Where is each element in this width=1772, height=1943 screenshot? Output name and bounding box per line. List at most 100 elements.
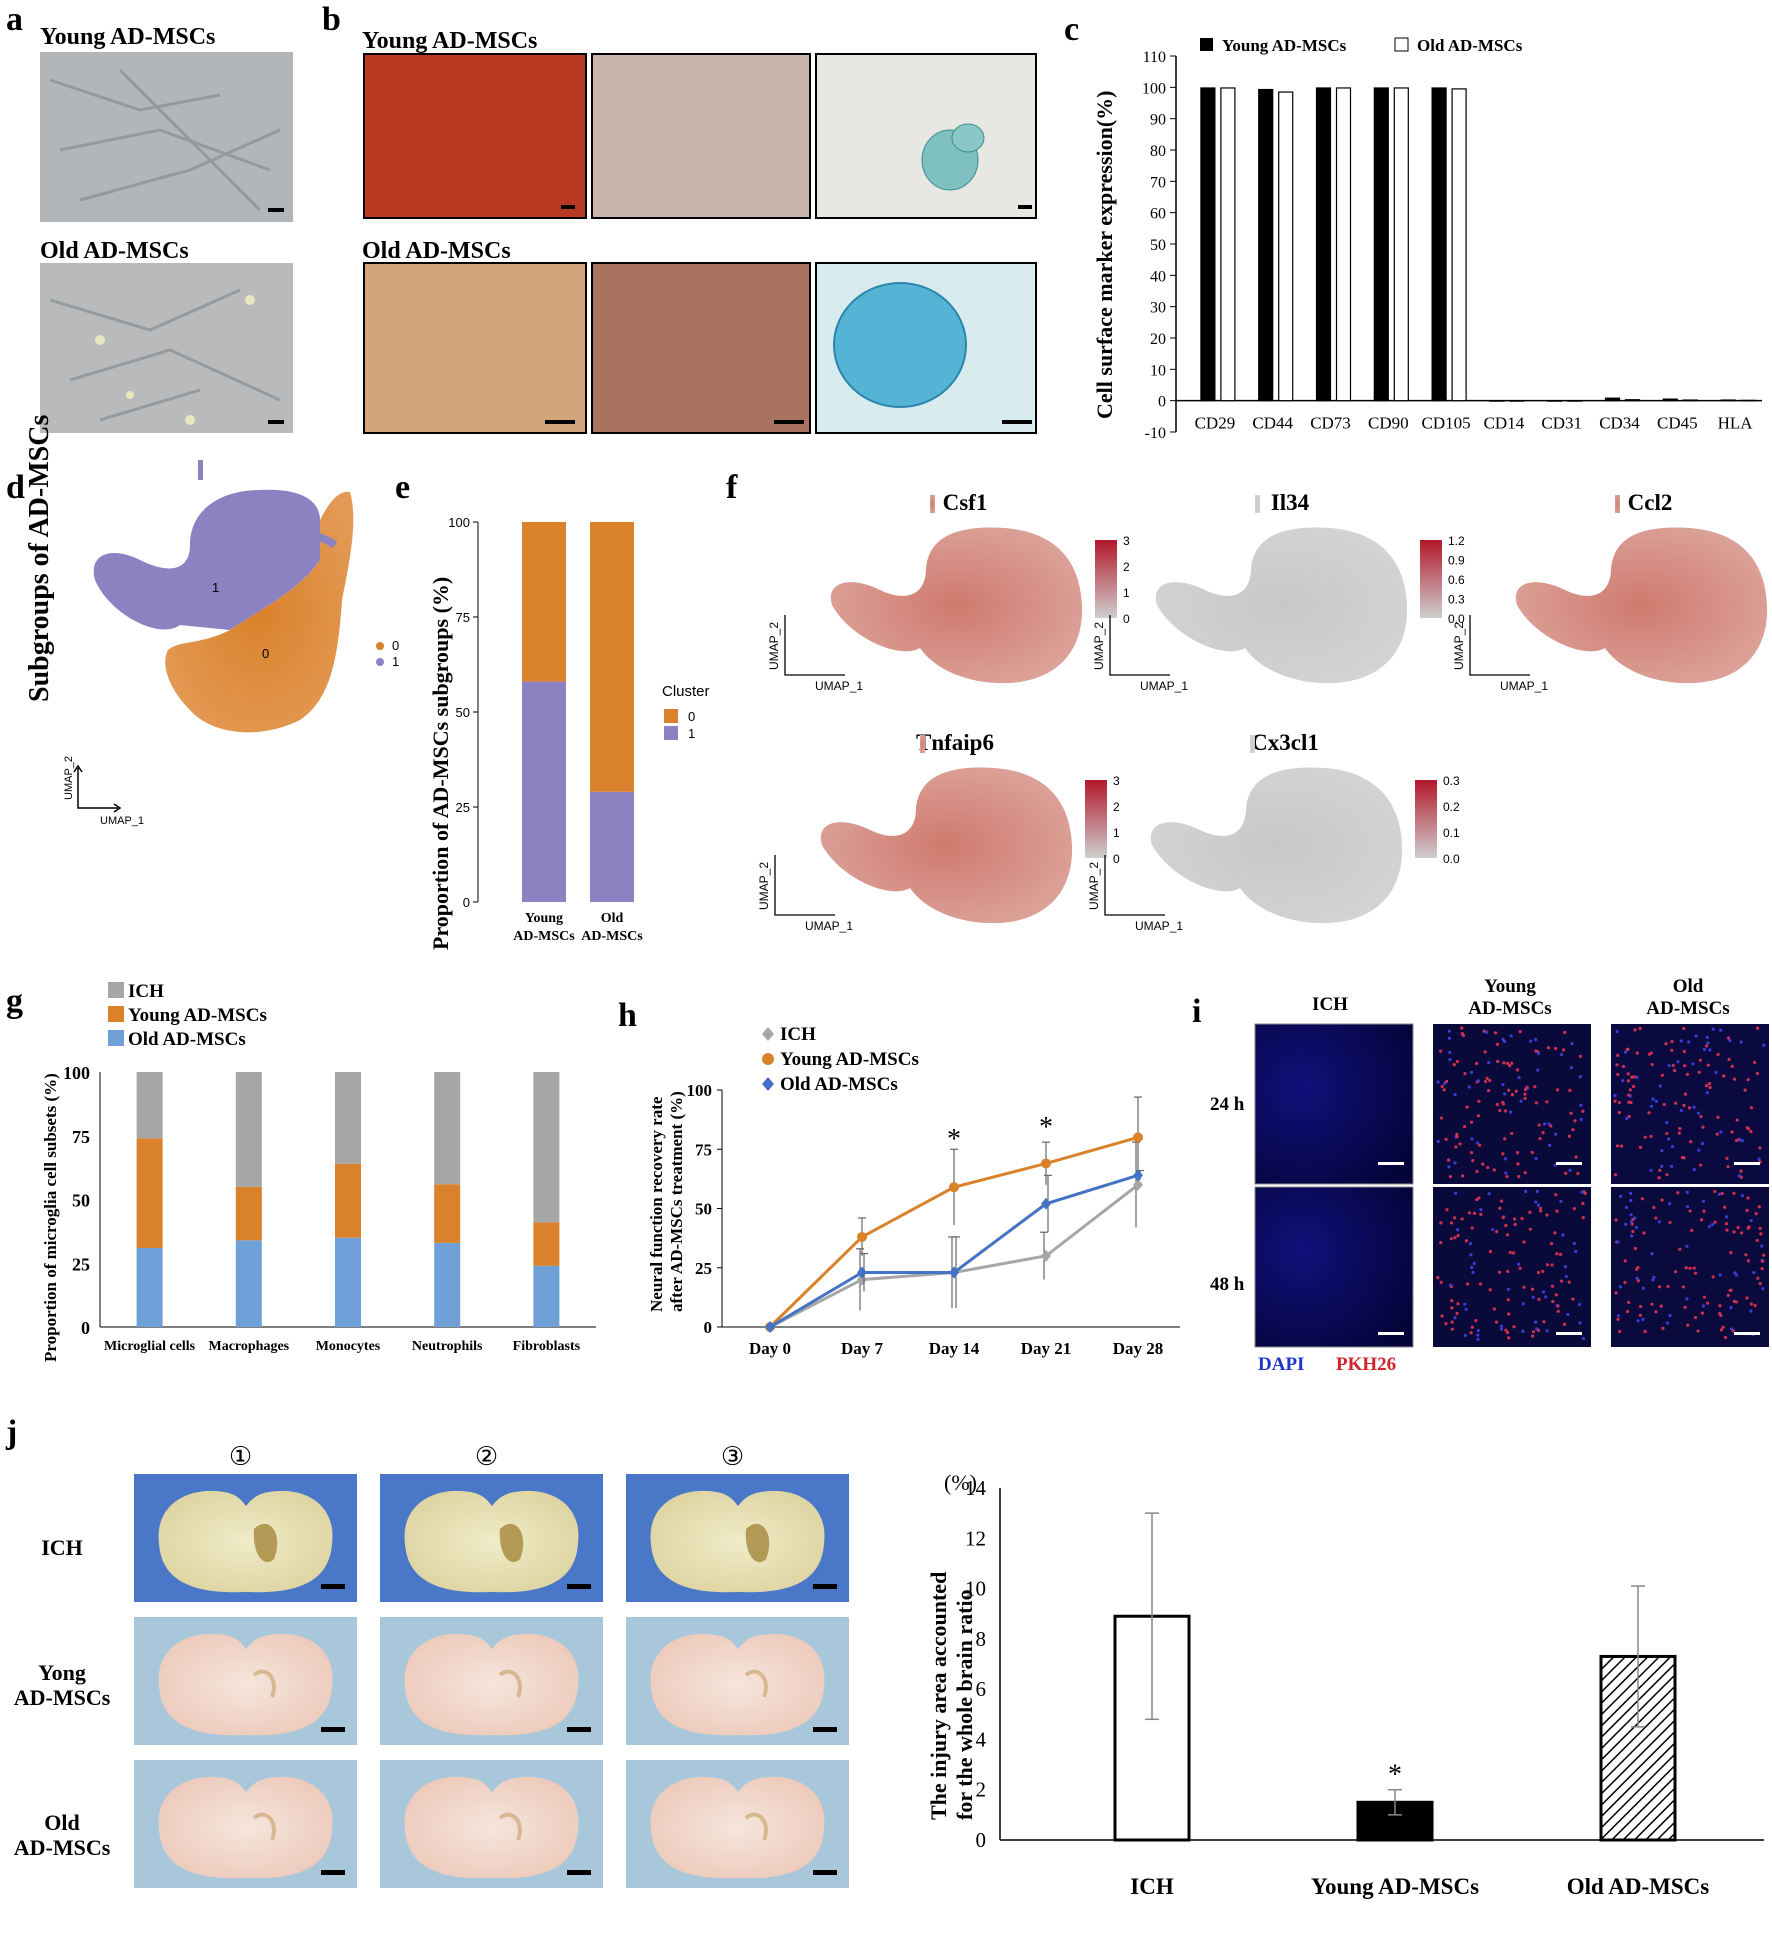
fluor-cell-dot bbox=[1446, 1158, 1451, 1162]
fluor-cell-dot bbox=[1460, 1032, 1464, 1036]
fluor-cell-dot bbox=[1449, 1237, 1453, 1241]
scale-bar bbox=[321, 1584, 345, 1589]
fluor-cell-dot bbox=[1668, 1313, 1672, 1318]
chart-e-legend-swatch-1 bbox=[664, 726, 678, 740]
fluor-cell-dot bbox=[1633, 1028, 1637, 1032]
chart-g-bar-segment bbox=[335, 1163, 361, 1238]
umap-d-cluster-label-1: 1 bbox=[212, 580, 219, 595]
fluor-cell-dot bbox=[1580, 1190, 1584, 1194]
feature-plot-gene-label: Tnfaip6 bbox=[916, 730, 994, 755]
fluor-cell-dot bbox=[1759, 1232, 1763, 1236]
fluor-cell-dot bbox=[1685, 1190, 1689, 1195]
feature-plot-axes bbox=[784, 615, 845, 676]
fluor-cell-dot bbox=[1717, 1192, 1722, 1196]
fluor-cell-dot bbox=[1740, 1194, 1745, 1198]
chart-h-ytick-label: 25 bbox=[695, 1259, 712, 1278]
brain-section bbox=[404, 1633, 579, 1736]
fluor-cell-dot bbox=[1640, 1197, 1645, 1201]
panel-j-column-label: ① bbox=[229, 1442, 252, 1472]
chart-h-legend-label: Young AD-MSCs bbox=[780, 1049, 919, 1070]
fluor-cell-dot bbox=[1476, 1328, 1480, 1333]
chart-c-bar bbox=[1682, 399, 1698, 402]
panel-letter-e: e bbox=[395, 469, 410, 506]
brain-section bbox=[650, 1633, 825, 1736]
chart-h-point bbox=[1133, 1178, 1143, 1191]
fluor-cell-dot bbox=[1729, 1251, 1733, 1255]
chart-c-ytick-label: 100 bbox=[1142, 80, 1166, 97]
fluor-cell-dot bbox=[1440, 1314, 1444, 1318]
chart-g-ytick-label: 75 bbox=[72, 1127, 90, 1147]
fluor-cell-dot bbox=[1649, 1051, 1653, 1055]
fluor-cell-dot bbox=[1625, 1116, 1629, 1121]
fluor-cell-dot bbox=[1450, 1327, 1454, 1331]
panel-b-title-young: Young AD-MSCs bbox=[362, 28, 537, 54]
fluor-cell-dot bbox=[1649, 1134, 1653, 1138]
panel-letter-b: b bbox=[322, 1, 341, 38]
fluor-cell-dot bbox=[1534, 1156, 1538, 1161]
fluor-cell-dot bbox=[1652, 1275, 1656, 1279]
fluor-cell-dot bbox=[1476, 1079, 1481, 1083]
fluor-cell-dot bbox=[1515, 1151, 1520, 1155]
chart-h-point bbox=[949, 1182, 959, 1193]
feature-plot-umap bbox=[1150, 767, 1403, 924]
fluor-cell-dot bbox=[1752, 1060, 1757, 1064]
panel-letter-j: j bbox=[5, 1414, 17, 1451]
chart-g-legend-label: ICH bbox=[128, 981, 164, 1002]
fluor-cell-dot bbox=[1436, 1080, 1440, 1084]
fluor-cell-dot bbox=[1493, 1031, 1498, 1035]
brain-section bbox=[158, 1490, 333, 1593]
fluor-cell-dot bbox=[1699, 1114, 1703, 1119]
fluor-cell-dot bbox=[1498, 1206, 1502, 1210]
fluor-cell-dot bbox=[1475, 1061, 1479, 1066]
fluor-cell-dot bbox=[1728, 1288, 1732, 1293]
fluor-cell-dot bbox=[1460, 1026, 1464, 1030]
fluor-cell-dot bbox=[1522, 1285, 1526, 1289]
fluor-cell-dot bbox=[1525, 1085, 1529, 1089]
fluor-cell-dot bbox=[1654, 1216, 1658, 1220]
fluor-cell-dot bbox=[1746, 1226, 1750, 1230]
umap-d-axis-x: UMAP_1 bbox=[100, 815, 144, 827]
chart-g-ylabel: Proportion of microglia cell subsets (%) bbox=[41, 1073, 60, 1362]
fluor-cell-dot bbox=[1567, 1280, 1571, 1284]
feature-plot-axes bbox=[1109, 615, 1170, 676]
chart-c-category-label: CD31 bbox=[1541, 414, 1582, 433]
chart-c-bar bbox=[1373, 87, 1389, 402]
fluor-cell-dot bbox=[1470, 1265, 1474, 1270]
fluor-cell-dot bbox=[1471, 1159, 1475, 1163]
fluor-cell-dot bbox=[1519, 1099, 1523, 1103]
umap-d-cluster-0 bbox=[165, 491, 354, 733]
fluor-cell-dot bbox=[1512, 1325, 1516, 1329]
hemorrhage-lesion bbox=[253, 1523, 278, 1563]
fluor-cell-dot bbox=[1735, 1118, 1739, 1122]
chart-j: 0 2 4 6 8 10 12 14(%) The injury area accountedf… bbox=[926, 1470, 1764, 1899]
fluor-cell-dot bbox=[1494, 1320, 1499, 1324]
fluor-cell-dot bbox=[1660, 1148, 1664, 1153]
fluor-cell-dot bbox=[1484, 1030, 1489, 1034]
chart-c-category-label: CD105 bbox=[1422, 414, 1471, 433]
fluor-cell-dot bbox=[1708, 1085, 1712, 1090]
feature-plot-scale-label: 0.2 bbox=[1443, 800, 1460, 814]
chart-j-ytick-label: 4 bbox=[976, 1727, 987, 1751]
fluor-cell-dot bbox=[1618, 1285, 1623, 1289]
chart-g-legend-swatch bbox=[108, 1030, 124, 1046]
fluor-cell-dot bbox=[1647, 1111, 1651, 1115]
fluor-cell-dot bbox=[1497, 1270, 1502, 1274]
fluor-cell-dot bbox=[1436, 1139, 1440, 1144]
fluor-cell-dot bbox=[1564, 1171, 1568, 1175]
fluor-cell-dot bbox=[1504, 1328, 1508, 1332]
chart-c-ytick-label: 80 bbox=[1150, 143, 1166, 160]
fluor-cell-dot bbox=[1744, 1253, 1748, 1257]
chart-h-ylabel: Neural function recovery rateafter AD-MS… bbox=[647, 1091, 686, 1312]
scale-bar bbox=[321, 1870, 345, 1875]
fluor-cell-dot bbox=[1649, 1104, 1654, 1108]
fluor-cell-dot bbox=[1682, 1026, 1686, 1031]
feature-plot-axis-y: UMAP_2 bbox=[1452, 622, 1466, 670]
fluor-cell-dot bbox=[1732, 1077, 1737, 1081]
fluor-cell-dot bbox=[1711, 1027, 1715, 1031]
scale-bar bbox=[813, 1584, 837, 1589]
fluor-cell-dot bbox=[1705, 1301, 1710, 1305]
fluor-cell-dot bbox=[1578, 1075, 1582, 1079]
chart-c-bar bbox=[1604, 397, 1621, 402]
fluor-cell-dot bbox=[1513, 1217, 1517, 1221]
chart-e-ytick-label: 100 bbox=[448, 515, 470, 530]
